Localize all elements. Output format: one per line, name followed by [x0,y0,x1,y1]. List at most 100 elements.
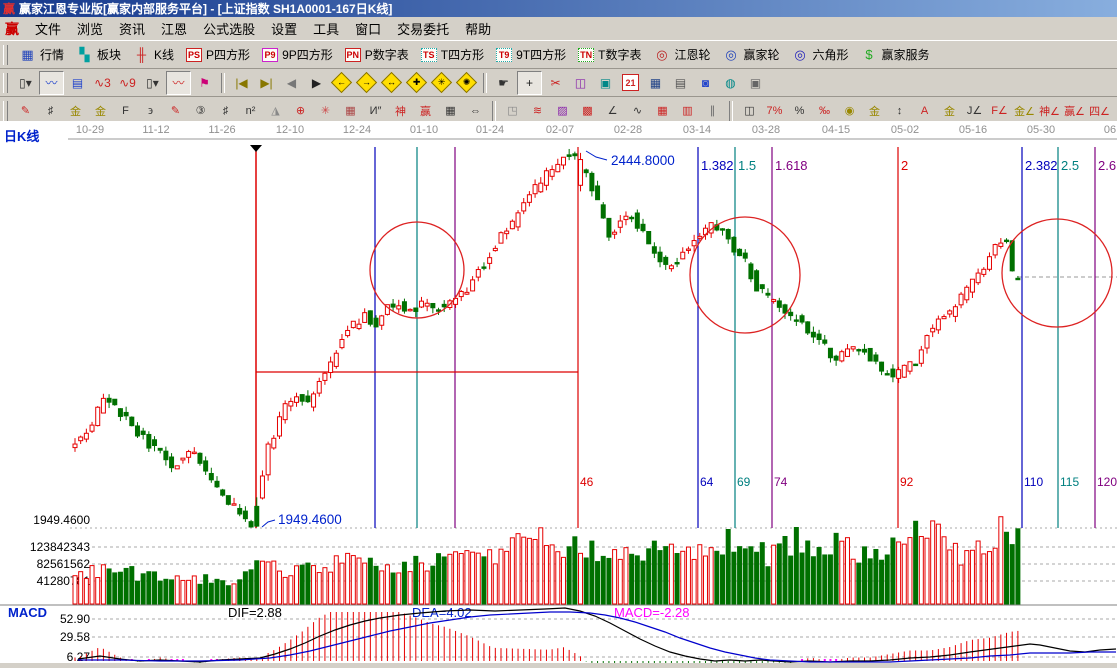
fan-rays-button[interactable]: ≋ [526,100,549,122]
notepad-button[interactable]: ▤ [669,72,692,94]
toolbar-drag-handle[interactable] [3,44,8,65]
kline-chart-area[interactable]: 10-29 11-12 11-26 12-10 12-24 01-10 01-24 02-07… [0,121,1117,664]
grid-123-button[interactable]: ▦ [439,100,462,122]
t-number-table-button[interactable]: TN T数字表 [572,43,647,67]
angle-gold-button[interactable]: 金∠ [1013,100,1036,122]
box-tool-button[interactable]: ◳ [501,100,524,122]
save-button[interactable]: ◙ [694,72,717,94]
menu-工具[interactable]: 工具 [313,22,340,37]
9p-square-button[interactable]: P9 9P四方形 [256,43,339,67]
calculator-button[interactable]: ▦ [644,72,667,94]
percent-lines-button[interactable]: ‰ [813,100,836,122]
toolbar-drag-handle[interactable] [3,100,8,121]
t-square-button[interactable]: TS T四方形 [415,43,490,67]
export-data-button[interactable]: ▣ [744,72,767,94]
angle-win-button[interactable]: 赢∠ [1063,100,1086,122]
kline-chart-svg[interactable]: 10-29 11-12 11-26 12-10 12-24 01-10 01-24 02-07… [0,121,1117,664]
gold-comb-1-button[interactable]: 金 [64,100,87,122]
purple-tool-button[interactable]: ◫ [569,72,592,94]
wave-mark-button[interactable]: И″ [364,100,387,122]
menu-交易委托[interactable]: 交易委托 [397,22,450,37]
first-page-button[interactable]: |◀ [230,72,253,94]
web-box-button[interactable]: ▩ [576,100,599,122]
compass-target-button[interactable]: ⊕ [289,100,312,122]
pen-bars-button[interactable]: ↕ [888,100,911,122]
menu-公式选股[interactable]: 公式选股 [203,22,256,37]
menu-江恩[interactable]: 江恩 [161,22,188,37]
prev-bar-button[interactable]: ◀ [280,72,303,94]
9t-square-button[interactable]: T9 9T四方形 [490,43,572,67]
angle-four-button[interactable]: 四∠ [1088,100,1111,122]
calendar-button[interactable]: 21 [619,72,642,94]
percent-7-button[interactable]: 7% [763,100,786,122]
candle-type-dropdown-button[interactable]: ▯▾ [141,72,164,94]
teal-tool-button[interactable]: ▣ [594,72,617,94]
draw-pen-button[interactable]: ✎ [14,100,37,122]
menu-浏览[interactable]: 浏览 [77,22,104,37]
gann-web-grid-button[interactable]: ▦ [339,100,362,122]
zoom-pattern-button[interactable]: 〰 [39,70,64,95]
menu-帮助[interactable]: 帮助 [465,22,492,37]
gann-arrow-both-button[interactable]: ↔ [380,71,403,94]
gann-web-button[interactable]: ✳ [314,100,337,122]
hatch-lines-button[interactable]: ∥ [701,100,724,122]
gold-comb-2-button[interactable]: 金 [89,100,112,122]
time-comb-button[interactable]: ♯ [39,100,62,122]
gann-star-button[interactable]: ✳ [430,71,453,94]
grid-red-button[interactable]: ▦ [651,100,674,122]
spiral-comb-button[interactable]: ϶ [139,100,162,122]
erase-tool-button[interactable]: ✂ [544,72,567,94]
angle-a-button[interactable]: ◮ [264,100,287,122]
menu-窗口[interactable]: 窗口 [355,22,382,37]
plain-comb-button[interactable]: ♯ [214,100,237,122]
toolbar-drag-handle[interactable] [3,72,8,93]
gann-wheel-button[interactable]: ◎ 江恩轮 [647,43,716,67]
menu-文件[interactable]: 文件 [35,22,62,37]
angle-line-button[interactable]: ∠ [601,100,624,122]
gann-arrow-left-button[interactable]: ← [330,71,353,94]
pattern-search-button[interactable]: 〰 [166,70,191,95]
span-arrows-button[interactable]: ⇔ [464,100,487,122]
last-page-button[interactable]: ▶| [255,72,278,94]
info-document-button[interactable]: ▤ [66,72,89,94]
save-web-button[interactable]: ◍ [719,72,742,94]
gold-lines-button[interactable]: 金 [863,100,886,122]
gann-arrow-right-button[interactable]: → [355,71,378,94]
gold-wave-button[interactable]: 金 [938,100,961,122]
kline-button[interactable]: ╫ K线 [127,43,180,67]
p-number-table-button[interactable]: PN P数字表 [339,43,415,67]
shen-comb-button[interactable]: 神 [389,100,412,122]
kline-style-dropdown-button[interactable]: ▯▾ [14,72,37,94]
p-square-button[interactable]: PS P四方形 [180,43,256,67]
win-comb-button[interactable]: 赢 [414,100,437,122]
angle-f-button[interactable]: F∠ [988,100,1011,122]
f-comb-button[interactable]: F [114,100,137,122]
gann-cross-button[interactable]: ✚ [405,71,428,94]
gold-circle-button[interactable]: ◉ [838,100,861,122]
menu-设置[interactable]: 设置 [271,22,298,37]
next-bar-button[interactable]: ▶ [305,72,328,94]
percent-button[interactable]: % [788,100,811,122]
wave-3-button[interactable]: ∿3 [91,72,114,94]
hexagon-button[interactable]: ◎ 六角形 [786,43,855,67]
crosshair-tool-button[interactable]: + [517,70,542,95]
angle-j-button[interactable]: J∠ [963,100,986,122]
flag-filter-button[interactable]: ⚑ [193,72,216,94]
quotes-button[interactable]: ▦ 行情 [13,43,70,67]
hand-tool-button[interactable]: ☛ [492,72,515,94]
wave-9-button[interactable]: ∿9 [116,72,139,94]
a-wave-button[interactable]: A [913,100,936,122]
fan-box-button[interactable]: ▨ [551,100,574,122]
mdi-system-menu-icon[interactable]: 赢 [5,20,19,37]
gann-star-8-button[interactable]: ✺ [455,71,478,94]
winner-wheel-button[interactable]: ◎ 赢家轮 [716,43,785,67]
draw-pen-2-button[interactable]: ✎ [164,100,187,122]
winner-service-button[interactable]: $ 赢家服务 [855,43,936,67]
n-square-button[interactable]: n² [239,100,262,122]
sectors-button[interactable]: ▚ 板块 [70,43,127,67]
grid-red-2-button[interactable]: ▥ [676,100,699,122]
angle-shen-button[interactable]: 神∠ [1038,100,1061,122]
zigzag-wave-button[interactable]: ∿ [626,100,649,122]
circle-3-button[interactable]: ③ [189,100,212,122]
menu-资讯[interactable]: 资讯 [119,22,146,37]
